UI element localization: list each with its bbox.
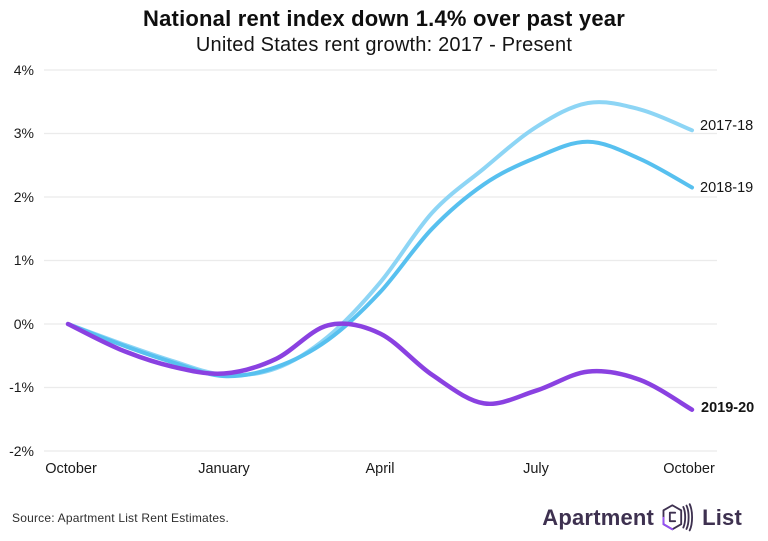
y-tick-neg2pct: -2%	[9, 443, 34, 459]
x-tick-october-start: October	[45, 461, 97, 477]
series-line-2018-19	[66, 139, 694, 379]
x-tick-july: July	[523, 461, 549, 477]
source-note: Source: Apartment List Rent Estimates.	[12, 511, 230, 525]
logo-word-apartment: Apartment	[542, 505, 655, 530]
apartment-list-logo-icon	[661, 500, 695, 536]
series-line-2019-20	[65, 321, 695, 412]
x-tick-april: April	[365, 461, 395, 477]
x-tick-january: January	[198, 461, 250, 477]
series-label-2018-19: 2018-19	[700, 180, 754, 196]
x-tick-october-end: October	[663, 461, 715, 477]
y-tick-0pct: 0%	[13, 316, 34, 332]
y-tick-2pct: 2%	[13, 189, 34, 205]
y-tick-neg1pct: -1%	[9, 379, 34, 395]
chart-title: National rent index down 1.4% over past …	[143, 6, 625, 31]
y-tick-4pct: 4%	[13, 62, 34, 78]
series-label-2019-20: 2019-20	[701, 400, 755, 416]
y-tick-1pct: 1%	[13, 252, 34, 268]
y-tick-3pct: 3%	[13, 125, 34, 141]
apartment-list-logo: Apartment List	[542, 499, 742, 537]
logo-word-list: List	[702, 505, 742, 530]
chart-subtitle: United States rent growth: 2017 - Presen…	[195, 34, 573, 56]
series-label-2017-18: 2017-18	[700, 118, 754, 134]
